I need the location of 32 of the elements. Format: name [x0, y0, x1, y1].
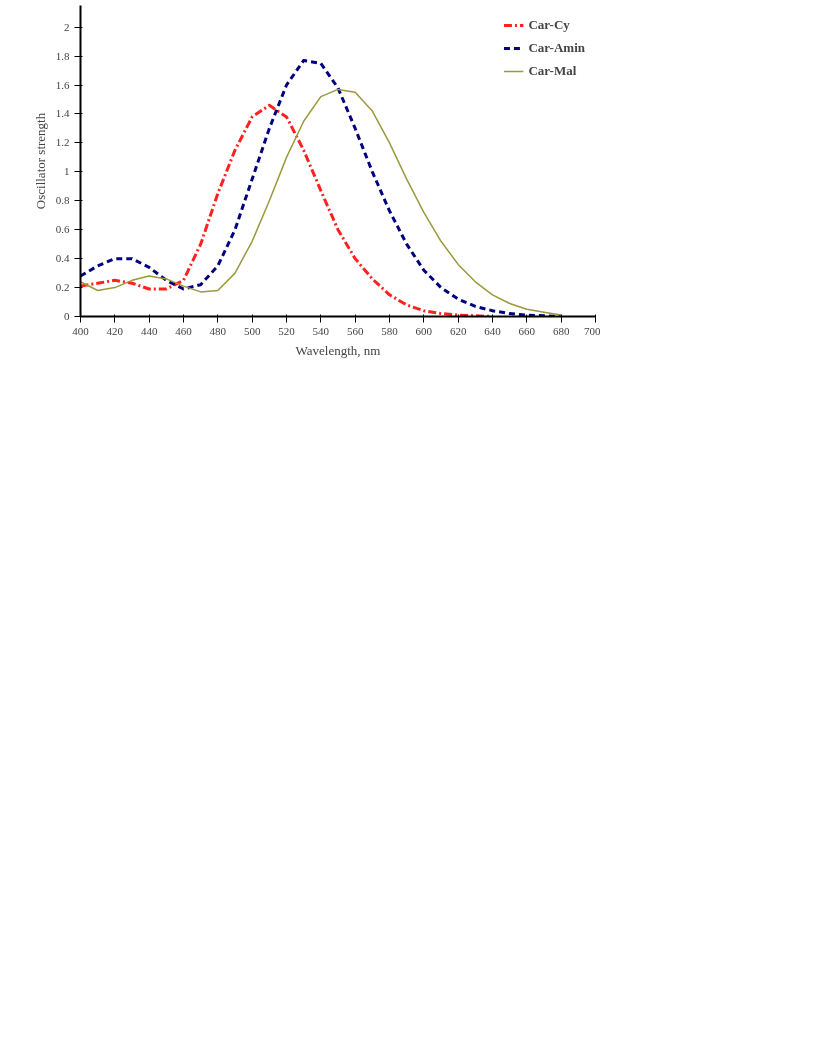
- y-tick-label: 0.4: [55, 252, 70, 265]
- x-tick-label: 560: [346, 324, 364, 337]
- y-tick-label: 1.6: [55, 78, 70, 91]
- x-tick-label: 680: [552, 324, 570, 337]
- legend-label: Car-Cy: [528, 17, 570, 33]
- x-tick-label: 660: [518, 324, 536, 337]
- y-tick-label: 0.2: [55, 281, 70, 294]
- x-axis-title: Wavelength, nm: [295, 342, 381, 358]
- x-tick-label: 500: [243, 324, 261, 337]
- x-tick-label: 460: [175, 324, 193, 337]
- x-tick-label: 480: [209, 324, 227, 337]
- y-tick-label: 2: [64, 20, 70, 33]
- y-tick-label: 1.8: [55, 49, 70, 62]
- x-tick-label: 420: [106, 324, 124, 337]
- x-tick-label: 600: [415, 324, 433, 337]
- y-tick-label: 1.2: [55, 136, 70, 149]
- x-tick-label: 540: [312, 324, 330, 337]
- x-tick-label: 640: [484, 324, 502, 337]
- x-tick-label: 580: [381, 324, 399, 337]
- y-tick-label: 1.4: [55, 107, 70, 120]
- x-tick-label: 400: [72, 324, 90, 337]
- x-tick-label: 520: [278, 324, 296, 337]
- y-tick-label: 1: [64, 165, 70, 178]
- y-axis-title: Oscillator strength: [32, 112, 48, 210]
- y-tick-label: 0.8: [55, 194, 70, 207]
- x-tick-label: 700: [584, 324, 601, 337]
- legend-label: Car-Mal: [528, 63, 577, 79]
- x-tick-label: 620: [449, 324, 467, 337]
- x-tick-label: 440: [140, 324, 158, 337]
- y-tick-label: 0.6: [55, 223, 70, 236]
- legend-label: Car-Amin: [528, 40, 585, 56]
- y-tick-label: 0: [64, 310, 70, 322]
